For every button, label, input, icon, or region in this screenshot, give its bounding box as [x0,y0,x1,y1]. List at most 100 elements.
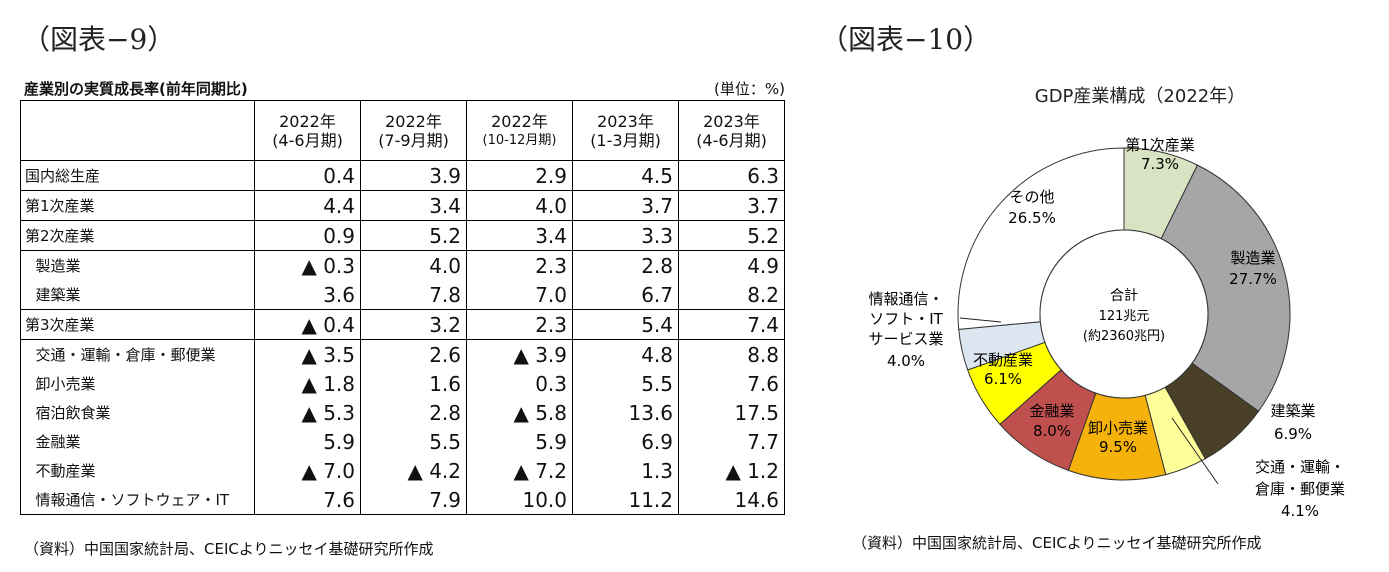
row-name: 製造業 [35,250,255,280]
table-row: 第1次産業 4.4 3.4 4.0 3.7 3.7 [20,190,785,221]
slice-label-construction-pct: 6.9% [1274,425,1312,443]
cell: 0.3 [466,369,573,398]
row-name: 交通・運輸・倉庫・郵便業 [35,339,255,369]
cell: 8.8 [678,339,785,369]
slice-label-primary-pct: 7.3% [1141,155,1179,173]
center-label-value: 121兆元 [1099,309,1150,324]
slice-label-other-name: その他 [1009,188,1054,206]
cell: 3.7 [572,190,679,221]
table-header-row: 2022年 (4-6月期) 2022年 (7-9月期) 2022年 (10-12月期)… [20,100,785,161]
cell: ▲ 7.0 [254,456,361,485]
cell: 2.6 [360,339,467,369]
cell: 7.7 [678,427,785,456]
cell: 5.9 [466,427,573,456]
cell: 4.8 [572,339,679,369]
growth-table: 2022年 (4-6月期) 2022年 (7-9月期) 2022年 (10-12月期)… [20,100,785,515]
cell: 4.4 [254,190,361,221]
figure-9-title: （図表−9） [22,23,176,56]
slice-label-realestate-pct: 6.1% [984,370,1022,388]
slice-label-manufacturing-name: 製造業 [1230,249,1275,267]
cell: 10.0 [466,485,573,515]
cell: 5.2 [678,220,785,251]
slice-label-it-line1: 情報通信・ [868,290,943,308]
slice-label-finance-pct: 8.0% [1033,422,1071,440]
cell: 17.5 [678,398,785,427]
cell: 7.6 [678,369,785,398]
cell: ▲ 3.9 [466,339,573,369]
cell: ▲ 1.2 [678,456,785,485]
cell: 4.5 [572,160,679,191]
table-row: 金融業 5.9 5.5 5.9 6.9 7.7 [21,427,785,456]
row-name: 不動産業 [35,456,255,485]
cell: 0.4 [254,160,361,191]
cell: 4.0 [360,250,467,280]
leader-line-it [959,317,1002,323]
slice-label-transport-pct: 4.1% [1281,502,1319,520]
column-header: 2023年 (4-6月期) [678,100,785,161]
slice-label-construction-name: 建築業 [1270,402,1315,420]
donut-hole [1039,229,1209,399]
table-row: 第2次産業 0.9 5.2 3.4 3.3 5.2 [20,220,785,251]
row-name: 第2次産業 [20,220,255,251]
cell: 5.2 [360,220,467,251]
cell: 1.3 [572,456,679,485]
cell: 3.4 [466,220,573,251]
cell: 11.2 [572,485,679,515]
slice-label-it-line3: サービス業 [868,330,943,348]
leader-lines [959,317,1219,485]
cell: 2.3 [466,309,573,340]
row-name: 宿泊飲食業 [35,398,255,427]
cell: 6.3 [678,160,785,191]
pie-slices [957,147,1291,481]
cell: 7.6 [254,485,361,515]
table-row: 第3次産業 ▲ 0.4 3.2 2.3 5.4 7.4 [20,309,785,340]
cell: 3.4 [360,190,467,221]
table-row: 国内総生産 0.4 3.9 2.9 4.5 6.3 [20,160,785,191]
slice-label-retail-pct: 9.5% [1099,438,1137,456]
slice-label-primary-name: 第1次産業 [1125,136,1195,154]
slice-label-other-pct: 26.5% [1008,209,1056,227]
column-header: 2022年 (7-9月期) [360,100,467,161]
cell: ▲ 5.3 [254,398,361,427]
indent-spacer [20,339,36,515]
cell: 1.6 [360,369,467,398]
slice-label-it-line2: ソフト・IT [869,310,943,328]
figure-10-title: （図表−10） [820,23,992,56]
slice-label-realestate-name: 不動産業 [973,351,1033,369]
cell: 2.8 [572,250,679,280]
cell: ▲ 1.8 [254,369,361,398]
cell: 13.6 [572,398,679,427]
cell: ▲ 0.4 [254,309,361,340]
cell: 3.3 [572,220,679,251]
row-name: 第1次産業 [20,190,255,221]
slice-label-transport-line1: 交通・運輸・ [1255,458,1345,476]
cell: 2.8 [360,398,467,427]
cell: 4.0 [466,190,573,221]
unit-label: (単位：%) [714,80,785,98]
table-title: 産業別の実質成長率(前年同期比) [24,80,248,98]
table-row: 卸小売業 ▲ 1.8 1.6 0.3 5.5 7.6 [21,369,785,398]
column-header: 2022年 (10-12月期) [466,100,573,161]
cell: ▲ 7.2 [466,456,573,485]
right-source-note: （資料）中国国家統計局、CEICよりニッセイ基礎研究所作成 [852,534,1262,552]
cell: 7.9 [360,485,467,515]
slice-label-it-pct: 4.0% [887,352,925,370]
cell: ▲ 4.2 [360,456,467,485]
cell: 3.7 [678,190,785,221]
table-row: 交通・運輸・倉庫・郵便業 ▲ 3.5 2.6 ▲ 3.9 4.8 8.8 [20,339,785,515]
left-source-note: （資料）中国国家統計局、CEICよりニッセイ基礎研究所作成 [24,540,434,558]
cell: 5.4 [572,309,679,340]
row-name: 卸小売業 [35,369,255,398]
center-label-yen: (約2360兆円) [1083,329,1165,344]
cell: 2.3 [466,250,573,280]
slice-label-manufacturing-pct: 27.7% [1229,270,1277,288]
table-row: 製造業 ▲ 0.3 4.0 2.3 2.8 4.9 [20,250,785,310]
cell: 7.4 [678,309,785,340]
cell: 3.2 [360,309,467,340]
cell: 5.5 [360,427,467,456]
cell: 5.5 [572,369,679,398]
cell: 6.9 [572,427,679,456]
column-header: 2023年 (1-3月期) [572,100,679,161]
center-label-total: 合計 [1110,288,1138,304]
